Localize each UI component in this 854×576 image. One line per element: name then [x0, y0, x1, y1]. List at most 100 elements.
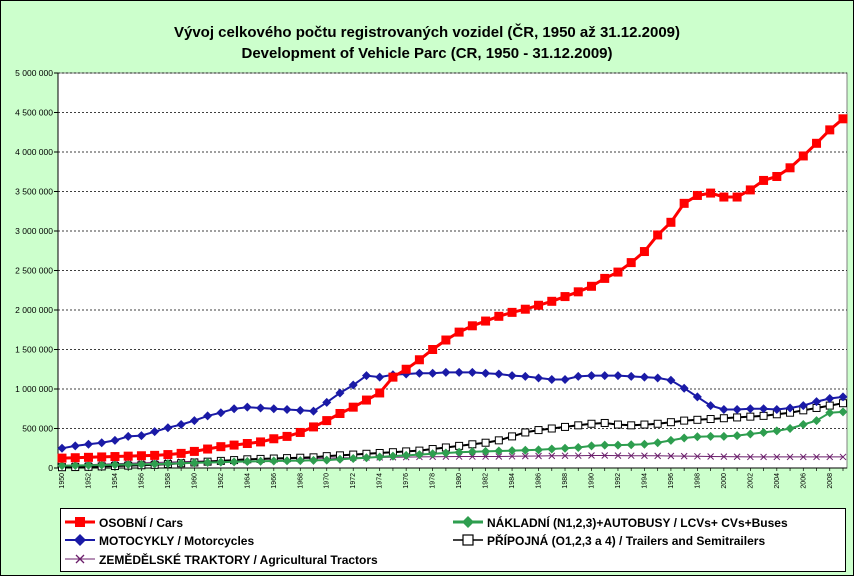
legend-marker-lcv [453, 516, 483, 528]
data-point [586, 281, 596, 291]
data-point [414, 450, 424, 460]
data-point [469, 453, 476, 460]
x-tick-label: 1962 [218, 473, 225, 489]
data-point [295, 405, 305, 415]
data-point [256, 403, 266, 413]
data-point [282, 431, 292, 441]
data-point [203, 457, 213, 467]
data-point [732, 431, 742, 441]
data-point [282, 405, 292, 415]
data-point [574, 452, 582, 460]
data-point [639, 247, 649, 257]
data-point [693, 415, 702, 424]
data-point [614, 452, 622, 459]
data-point [414, 368, 424, 378]
data-point [613, 371, 623, 381]
data-point [494, 446, 504, 456]
data-point [375, 388, 385, 398]
y-tick-label: 4 500 000 [15, 108, 53, 118]
data-point [375, 452, 385, 462]
legend-marker-tractors [65, 554, 95, 564]
y-tick-label: 3 000 000 [15, 226, 53, 236]
data-point [680, 452, 688, 460]
x-tick-label: 1994 [641, 473, 648, 489]
data-point [242, 402, 252, 412]
x-tick-label: 1960 [191, 473, 198, 489]
data-point [441, 367, 451, 377]
data-point [600, 440, 610, 450]
data-point [534, 426, 543, 435]
data-point [839, 453, 847, 461]
data-point [812, 138, 822, 148]
data-point [136, 451, 146, 461]
legend-marker-trailers [453, 534, 483, 546]
data-point [679, 198, 689, 208]
data-point [83, 460, 93, 470]
data-point [560, 443, 570, 453]
data-point [773, 453, 781, 461]
data-point [838, 392, 848, 402]
data-point [785, 424, 795, 433]
data-point [521, 428, 530, 437]
data-point [441, 335, 451, 345]
y-tick-label: 500 000 [22, 424, 53, 434]
y-tick-label: 3 500 000 [15, 187, 53, 197]
data-point [83, 452, 93, 462]
data-point [361, 371, 371, 381]
data-point [759, 411, 768, 420]
x-tick-label: 1998 [694, 473, 701, 489]
data-point [216, 442, 226, 452]
data-point [733, 413, 742, 422]
data-point [706, 431, 716, 441]
data-point [746, 453, 754, 461]
data-point [812, 416, 822, 426]
data-point [335, 388, 345, 398]
data-point [216, 408, 226, 418]
data-point [375, 372, 385, 382]
data-point [720, 453, 728, 460]
data-point [481, 446, 491, 456]
x-tick-label: 2000 [721, 473, 728, 489]
y-tick-label: 2 000 000 [15, 305, 53, 315]
data-point [547, 296, 557, 306]
data-point [229, 440, 239, 450]
data-point [176, 448, 186, 458]
data-point [494, 311, 504, 321]
x-tick-label: 1954 [112, 473, 119, 489]
data-point [189, 458, 199, 468]
data-point [573, 442, 583, 452]
data-point [719, 431, 729, 441]
data-point [322, 416, 332, 426]
data-point [745, 429, 755, 439]
legend-label-tractors: ZEMĚDĚLSKÉ TRAKTORY / Agricultural Tract… [99, 553, 378, 567]
x-tick-label: 1980 [456, 473, 463, 489]
data-point [57, 453, 67, 463]
data-point [269, 434, 279, 444]
legend-marker-motorcycles [65, 534, 95, 546]
data-point [759, 404, 769, 414]
data-point [785, 403, 795, 413]
data-point [520, 445, 530, 455]
data-point [707, 453, 714, 460]
data-point [600, 418, 609, 427]
data-point [666, 217, 676, 227]
y-tick-label: 4 000 000 [15, 147, 53, 157]
data-point [692, 190, 702, 200]
data-point [176, 420, 186, 430]
legend: OSOBNÍ / Cars MOTOCYKLY / Motorcycles ZE… [60, 508, 846, 572]
data-point [348, 402, 358, 412]
y-tick-label: 0 [48, 463, 53, 473]
data-point [110, 460, 120, 470]
data-point [481, 368, 491, 378]
data-point [798, 151, 808, 161]
x-tick-label: 1978 [430, 473, 437, 489]
data-point [97, 452, 107, 462]
data-point [83, 439, 93, 449]
data-point [560, 292, 570, 302]
x-tick-label: 1968 [297, 473, 304, 489]
data-point [534, 300, 544, 310]
data-point [428, 345, 438, 354]
data-point [507, 307, 517, 317]
data-point [348, 380, 358, 390]
data-point [626, 371, 636, 381]
